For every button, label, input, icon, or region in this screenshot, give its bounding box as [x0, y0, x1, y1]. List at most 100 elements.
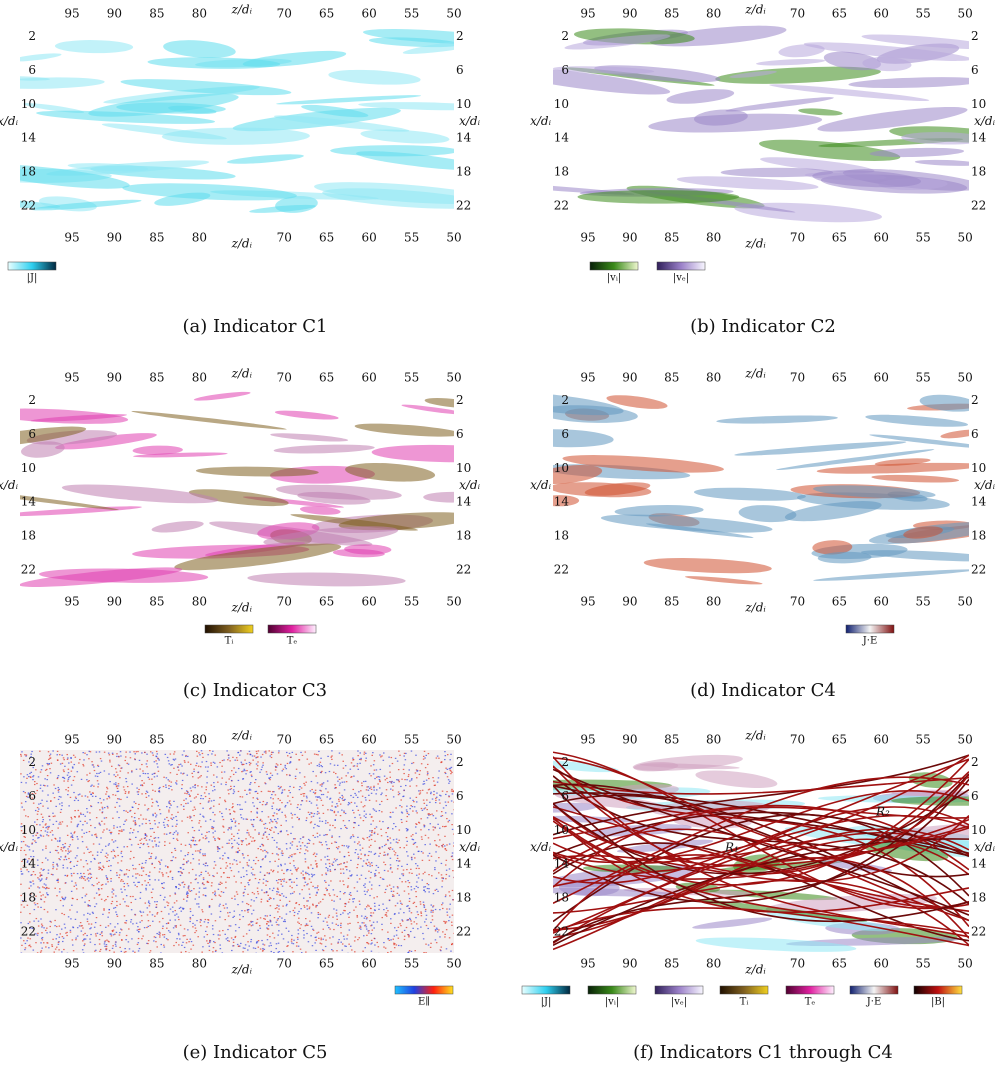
- noise: [263, 833, 265, 835]
- noise: [430, 791, 432, 793]
- noise: [156, 913, 158, 915]
- streak: [151, 520, 204, 533]
- noise: [216, 872, 218, 874]
- noise: [91, 795, 94, 797]
- noise: [39, 834, 42, 836]
- noise: [365, 928, 368, 930]
- noise: [342, 880, 344, 882]
- noise: [50, 921, 52, 923]
- streak: [816, 462, 969, 474]
- streak: [20, 77, 105, 89]
- noise: [325, 863, 327, 865]
- noise: [206, 770, 209, 772]
- noise: [350, 836, 353, 838]
- noise: [77, 809, 80, 812]
- noise: [396, 892, 399, 894]
- noise: [87, 848, 89, 850]
- noise: [52, 864, 54, 866]
- noise: [346, 827, 348, 829]
- x-tick-label: 70: [277, 231, 292, 245]
- noise: [142, 935, 144, 937]
- noise: [296, 870, 298, 872]
- streak: [163, 40, 236, 58]
- noise: [108, 773, 110, 775]
- noise: [342, 760, 344, 762]
- noise: [36, 952, 39, 953]
- streak: [20, 567, 183, 587]
- noise: [312, 885, 314, 887]
- noise: [218, 838, 221, 840]
- noise: [29, 881, 31, 883]
- x-tick-label: 50: [957, 957, 972, 971]
- noise: [403, 929, 406, 932]
- noise: [165, 786, 167, 788]
- noise: [49, 772, 52, 774]
- noise: [386, 835, 389, 838]
- noise: [34, 898, 36, 900]
- noise: [176, 838, 178, 840]
- field-line: [553, 827, 969, 888]
- noise: [331, 758, 333, 760]
- noise: [403, 752, 406, 754]
- noise: [165, 833, 168, 835]
- noise: [155, 755, 157, 757]
- noise: [199, 766, 202, 768]
- noise: [289, 878, 292, 881]
- noise: [301, 754, 304, 756]
- noise: [245, 870, 248, 872]
- noise: [143, 837, 146, 840]
- noise: [180, 910, 183, 912]
- noise: [91, 761, 93, 763]
- noise: [306, 758, 309, 760]
- noise: [291, 817, 293, 819]
- noise: [280, 883, 282, 885]
- streak: [862, 56, 912, 72]
- noise: [180, 772, 182, 774]
- noise: [74, 810, 76, 812]
- noise: [107, 881, 109, 883]
- noise: [265, 851, 268, 853]
- noise: [360, 915, 363, 917]
- noise: [292, 951, 294, 953]
- noise: [363, 805, 366, 807]
- streak: [553, 465, 603, 484]
- noise: [368, 850, 370, 853]
- noise: [303, 934, 305, 936]
- noise: [185, 861, 188, 863]
- noise: [318, 902, 320, 904]
- colorbar: [394, 985, 454, 995]
- noise: [266, 927, 268, 929]
- noise: [322, 920, 325, 922]
- noise: [181, 872, 183, 874]
- x-tick-label: 95: [64, 231, 79, 245]
- x-tick-label: 80: [706, 371, 721, 385]
- noise: [138, 788, 140, 791]
- noise: [447, 821, 450, 823]
- noise: [331, 949, 333, 951]
- noise: [300, 787, 303, 789]
- noise: [41, 932, 43, 934]
- noise: [159, 934, 161, 936]
- noise: [168, 780, 171, 782]
- noise: [374, 944, 376, 946]
- noise: [204, 820, 207, 822]
- streak: [338, 512, 454, 531]
- x-tick-label: 50: [957, 371, 972, 385]
- noise: [285, 905, 288, 907]
- noise: [238, 926, 240, 929]
- noise: [256, 816, 258, 818]
- noise: [242, 867, 244, 869]
- noise: [117, 783, 120, 785]
- noise: [320, 841, 322, 844]
- noise: [101, 849, 104, 851]
- noise: [191, 853, 194, 856]
- noise: [281, 811, 283, 813]
- noise: [272, 887, 275, 889]
- noise: [235, 757, 238, 759]
- noise: [306, 797, 308, 799]
- noise: [365, 752, 367, 754]
- noise: [326, 859, 329, 861]
- noise: [399, 908, 402, 910]
- noise: [294, 867, 297, 869]
- noise: [343, 855, 346, 858]
